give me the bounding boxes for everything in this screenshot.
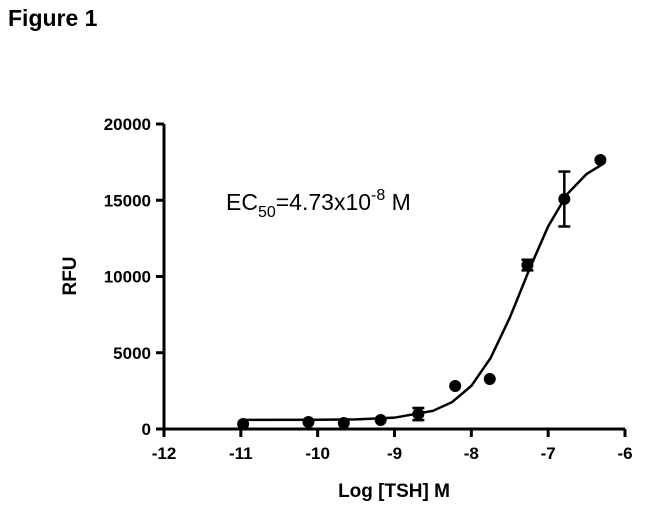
x-tick-label: -7 [541, 444, 556, 463]
data-point [302, 415, 315, 428]
y-tick-label: 0 [142, 420, 151, 439]
x-tick-label: -9 [387, 444, 402, 463]
x-tick-label: -8 [464, 444, 479, 463]
chart-title: Figure 1 [8, 5, 98, 31]
y-axis-label: RFU [60, 256, 81, 295]
data-point [594, 153, 607, 166]
annotation-middle: =4.73x10 [276, 189, 371, 215]
annotation-subscript: 50 [258, 204, 276, 221]
data-point [449, 379, 462, 392]
data-point [337, 417, 350, 430]
data-point [374, 414, 387, 427]
annotation-end: M [385, 189, 411, 215]
annotation-superscript: -8 [371, 187, 385, 204]
fit-curve [240, 163, 603, 422]
data-point [412, 408, 425, 421]
y-tick-label: 15000 [104, 191, 151, 210]
x-tick-label: -6 [617, 444, 632, 463]
y-tick-label: 10000 [104, 268, 151, 287]
annotation-text: EC [226, 189, 258, 215]
data-point [483, 372, 496, 385]
x-tick-label: -12 [152, 444, 177, 463]
y-tick-label: 20000 [104, 115, 151, 134]
x-tick-label: -10 [305, 444, 330, 463]
data-point [558, 193, 571, 206]
x-tick-label: -11 [229, 444, 253, 463]
x-axis-label: Log [TSH] M [338, 481, 450, 502]
data-point [237, 417, 250, 430]
y-tick-label: 5000 [113, 344, 151, 363]
data-point [521, 259, 534, 272]
annotation: EC50=4.73x10-8 M [226, 187, 411, 221]
